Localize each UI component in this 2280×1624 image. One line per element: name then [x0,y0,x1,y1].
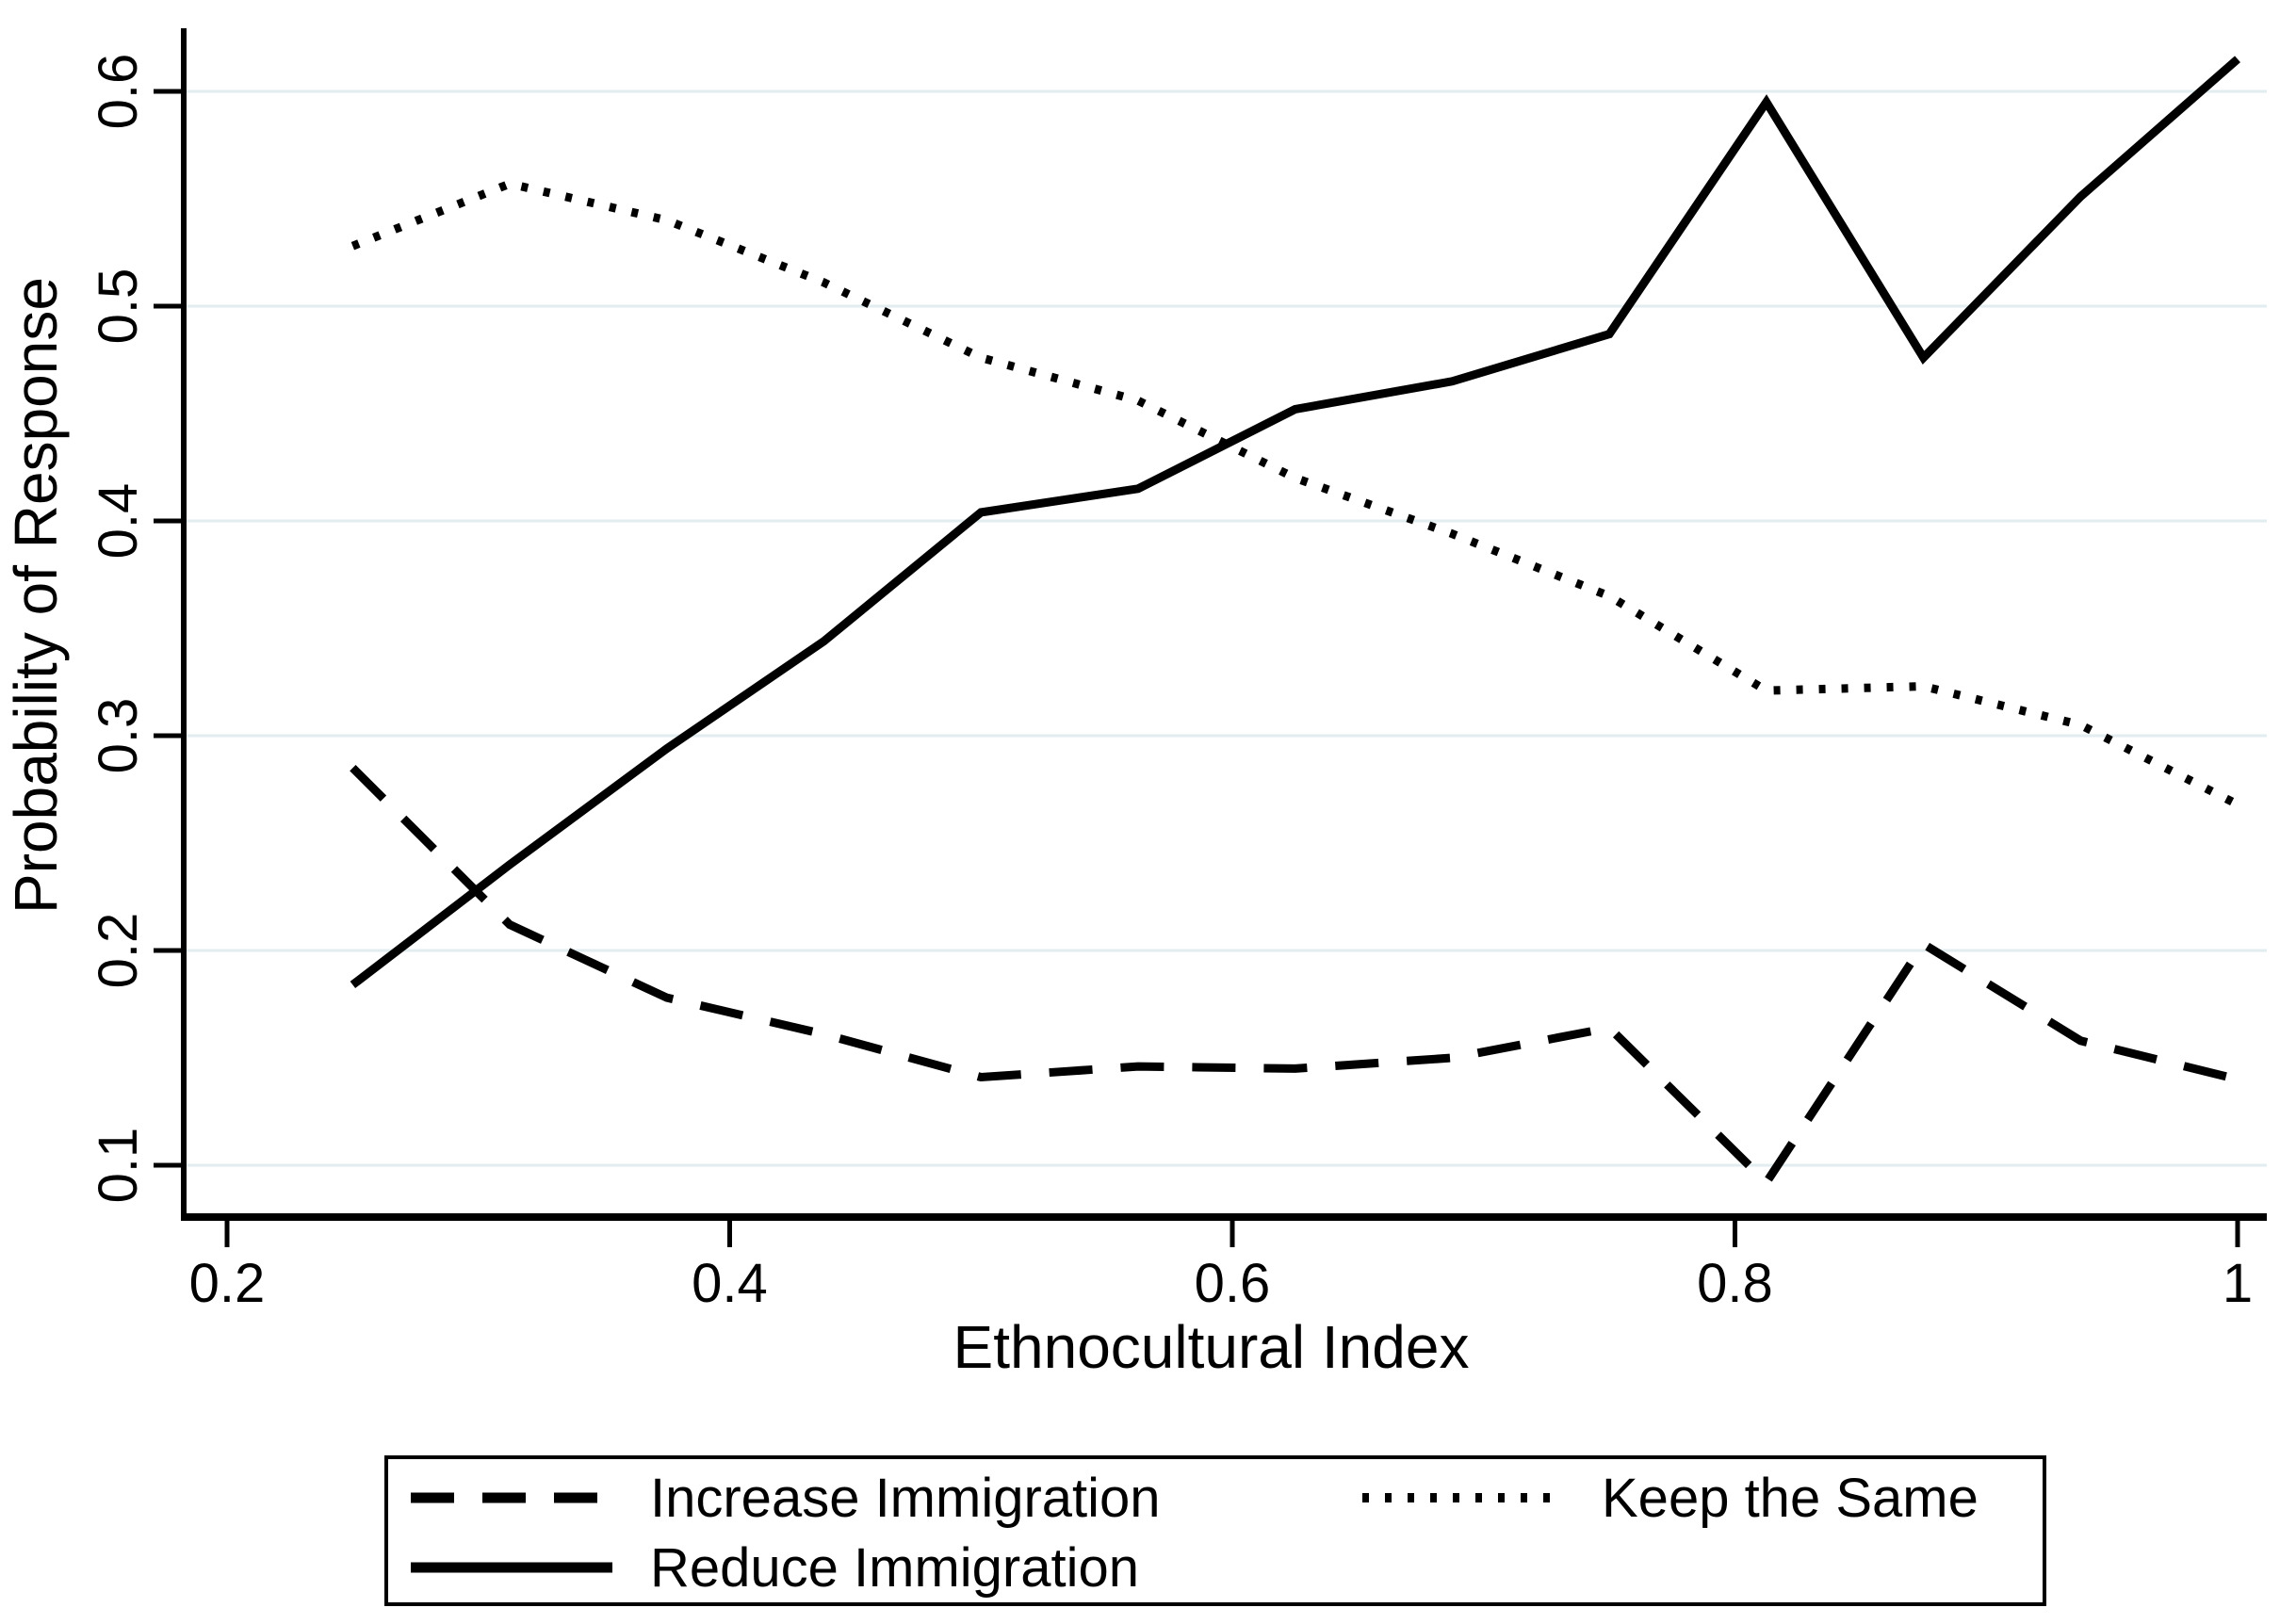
legend-item-keep-the-same: Keep the Same [1340,1467,2043,1530]
x-tick-label-1: 1 [2223,1253,2253,1314]
y-tick-label-0.4: 0.4 [88,483,149,560]
y-axis-title: Probability of Response [2,277,70,914]
legend-label-reduce-immigration: Reduce Immigration [650,1536,1139,1599]
y-tick-label-0.1: 0.1 [88,1128,149,1204]
x-tick-label-0.4: 0.4 [692,1253,768,1314]
x-tick-label-0.6: 0.6 [1195,1253,1271,1314]
series-line-dashed [350,765,2239,1190]
x-tick-label-0.8: 0.8 [1697,1253,1773,1314]
dashed-line-swatch [411,1492,612,1503]
solid-line-swatch [411,1562,612,1573]
x-axis-title: Ethnocultural Index [953,1313,1470,1381]
legend-item-increase-immigration: Increase Immigration [388,1467,1340,1530]
dotted-line-swatch [1362,1493,1564,1502]
series-line-solid [350,56,2240,989]
legend-item-reduce-immigration: Reduce Immigration [388,1536,1340,1600]
chart-legend: Increase Immigration Keep the Same Reduc… [384,1455,2046,1606]
y-tick-label-0.5: 0.5 [88,268,149,345]
legend-label-keep-the-same: Keep the Same [1602,1467,1979,1529]
series-line-dotted [350,179,2240,808]
y-tick-label-0.6: 0.6 [88,54,149,130]
y-tick-label-0.3: 0.3 [88,698,149,774]
x-tick-label-0.2: 0.2 [189,1253,266,1314]
y-tick-label-0.2: 0.2 [88,913,149,989]
legend-label-increase-immigration: Increase Immigration [650,1467,1161,1529]
